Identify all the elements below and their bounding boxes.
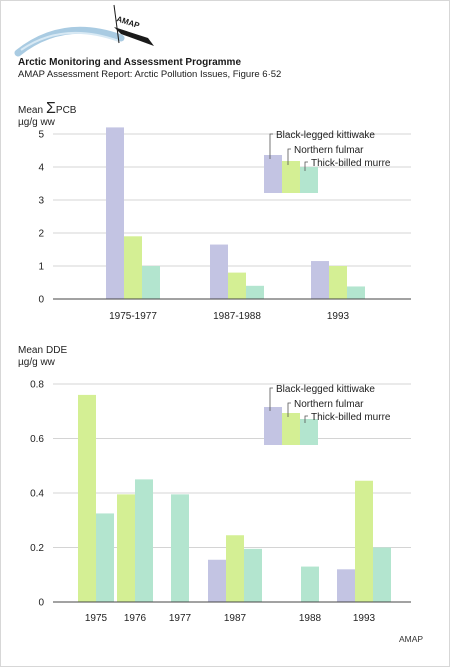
- dde-bar: [117, 494, 135, 602]
- pcb-legend-swatch: [300, 167, 318, 193]
- pcb-bar: [210, 244, 228, 299]
- pcb-bar: [124, 236, 142, 299]
- dde-ytick-label: 0.4: [30, 489, 44, 500]
- pcb-yunit: µg/g ww: [18, 117, 56, 128]
- pcb-bar: [311, 261, 329, 299]
- pcb-ytick-label: 1: [38, 262, 44, 273]
- dde-xtick-label: 1993: [353, 613, 376, 624]
- pcb-legend-label: Northern fulmar: [294, 145, 364, 156]
- dde-bar: [244, 548, 262, 602]
- dde-bar: [96, 513, 114, 602]
- dde-bar: [226, 535, 244, 602]
- dde-bar: [171, 494, 189, 602]
- logo-arc-shadow: [20, 31, 120, 51]
- dde-bar: [355, 480, 373, 602]
- pcb-ytick-label: 0: [38, 295, 44, 306]
- dde-bar: [135, 479, 153, 602]
- logo-pole: [113, 4, 120, 44]
- dde-legend-leader: [269, 387, 273, 411]
- pcb-legend-leader: [269, 133, 273, 159]
- dde-chart: Mean DDE µg/g ww 0 0.2 0.4 0.6 0.8 1975 1976 197…: [18, 345, 411, 624]
- dde-bar: [301, 566, 319, 602]
- dde-legend-label: Northern fulmar: [294, 399, 364, 410]
- pcb-bar: [142, 266, 160, 299]
- dde-xtick-label: 1988: [299, 613, 322, 624]
- dde-xtick-label: 1976: [124, 613, 147, 624]
- dde-legend-leader: [304, 415, 308, 423]
- dde-bar: [337, 569, 355, 602]
- dde-yunit: µg/g ww: [18, 357, 56, 368]
- pcb-ytick-label: 2: [38, 229, 44, 240]
- pcb-ytick-label: 3: [38, 196, 44, 207]
- dde-ytick-label: 0.8: [30, 380, 44, 391]
- pcb-bar: [347, 286, 365, 299]
- dde-xtick-label: 1975: [85, 613, 108, 624]
- dde-legend-swatch: [282, 413, 300, 445]
- dde-legend-swatch: [264, 407, 282, 445]
- pcb-bar: [329, 266, 347, 299]
- pcb-legend-swatch: [282, 161, 300, 193]
- pcb-bar: [106, 127, 124, 300]
- pcb-legend-leader: [304, 161, 308, 171]
- dde-legend-leader: [287, 402, 291, 417]
- header-subtitle: AMAP Assessment Report: Arctic Pollution…: [18, 69, 282, 80]
- pcb-ylabel: Mean ΣPCB: [18, 100, 77, 117]
- logo-flag: [114, 27, 154, 46]
- pcb-chart: Mean ΣPCB µg/g ww 0 1 2 3 4 5 1975-1977 1987-198…: [18, 100, 411, 322]
- pcb-ytick-label: 5: [38, 130, 44, 141]
- dde-legend-label: Black-legged kittiwake: [276, 384, 375, 395]
- pcb-legend-leader: [287, 148, 291, 165]
- amap-logo: AMAP: [14, 4, 154, 57]
- header-title: Arctic Monitoring and Assessment Program…: [18, 57, 242, 68]
- pcb-legend-label: Black-legged kittiwake: [276, 130, 375, 141]
- dde-bar: [78, 394, 96, 602]
- dde-xtick-label: 1987: [224, 613, 247, 624]
- dde-ytick-label: 0: [38, 598, 44, 609]
- pcb-legend-swatch: [264, 155, 282, 193]
- dde-legend: Black-legged kittiwake Northern fulmar Thi…: [264, 384, 391, 445]
- pcb-legend: Black-legged kittiwake Northern fulmar Thi…: [264, 130, 391, 193]
- pcb-ytick-label: 4: [38, 163, 44, 174]
- pcb-legend-label: Thick-billed murre: [311, 158, 391, 169]
- pcb-bar: [228, 272, 246, 299]
- dde-ylabel: Mean DDE: [18, 345, 67, 356]
- dde-legend-swatch: [300, 419, 318, 445]
- pcb-bar: [246, 285, 264, 299]
- pcb-xtick-label: 1993: [327, 311, 350, 322]
- footer-credit: AMAP: [399, 634, 424, 644]
- dde-bar: [373, 547, 391, 602]
- pcb-xtick-label: 1975-1977: [109, 311, 157, 322]
- dde-bar: [208, 559, 226, 602]
- dde-legend-label: Thick-billed murre: [311, 412, 391, 423]
- dde-xtick-label: 1977: [169, 613, 192, 624]
- dde-ytick-label: 0.6: [30, 434, 44, 445]
- dde-ytick-label: 0.2: [30, 543, 44, 554]
- pcb-xtick-label: 1987-1988: [213, 311, 261, 322]
